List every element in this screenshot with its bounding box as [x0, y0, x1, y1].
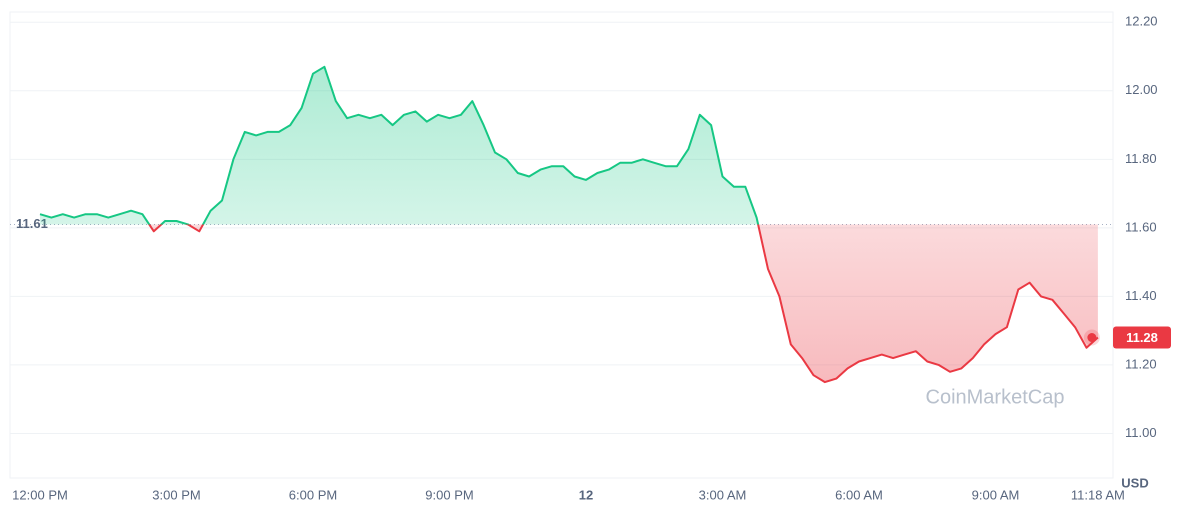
- x-tick-label: 6:00 AM: [835, 487, 883, 502]
- y-tick-label: 12.00: [1125, 82, 1158, 97]
- y-tick-label: 11.40: [1125, 288, 1157, 303]
- x-tick-label: 3:00 AM: [699, 487, 747, 502]
- price-tag: [1113, 326, 1171, 349]
- price-line-down: [148, 224, 1099, 384]
- y-axis-label: USD: [1121, 475, 1148, 490]
- x-tick-label: 11:18 AM: [1071, 487, 1125, 502]
- plot-frame: [9, 11, 1114, 479]
- watermark: CoinMarketCap: [926, 386, 1065, 408]
- x-tick-label: 3:00 PM: [152, 487, 200, 502]
- area-down: [149, 224, 1098, 383]
- price-tag-label: 11.28: [1126, 330, 1158, 345]
- x-tick-label: 12: [579, 487, 593, 502]
- x-tick-label: 6:00 PM: [289, 487, 337, 502]
- price-line-up: [39, 65, 760, 225]
- last-point: [1087, 333, 1097, 343]
- y-tick-label: 11.00: [1125, 425, 1157, 440]
- y-tick-label: 11.20: [1125, 356, 1157, 371]
- area-up: [40, 66, 1098, 225]
- y-tick-label: 11.60: [1125, 219, 1157, 234]
- x-tick-label: 9:00 AM: [972, 487, 1020, 502]
- baseline-label: 11.61: [16, 216, 48, 231]
- y-tick-label: 12.20: [1125, 14, 1158, 29]
- x-tick-label: 9:00 PM: [425, 487, 473, 502]
- y-tick-label: 11.80: [1125, 151, 1157, 166]
- x-tick-label: 12:00 PM: [12, 487, 68, 502]
